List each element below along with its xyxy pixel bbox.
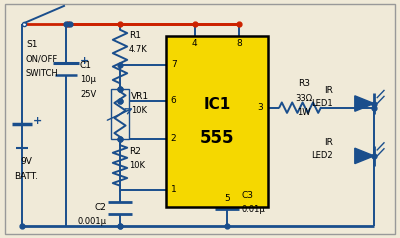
Text: 1W: 1W: [297, 108, 311, 117]
Text: +: +: [33, 116, 42, 126]
Text: 25V: 25V: [80, 89, 96, 99]
Text: 1: 1: [171, 185, 176, 194]
Text: 10K: 10K: [131, 106, 147, 115]
Text: 8: 8: [236, 39, 242, 48]
Text: 33Ω: 33Ω: [296, 94, 312, 103]
Text: 9V: 9V: [20, 157, 32, 166]
Text: 7: 7: [171, 60, 176, 69]
Text: SWITCH: SWITCH: [26, 69, 59, 78]
Text: C2: C2: [94, 203, 106, 212]
Polygon shape: [355, 148, 374, 164]
Text: +: +: [80, 56, 89, 66]
Text: 0.001μ: 0.001μ: [77, 217, 106, 226]
Text: 4: 4: [192, 39, 197, 48]
Polygon shape: [355, 96, 374, 111]
Text: LED1: LED1: [311, 99, 333, 108]
Text: IR: IR: [324, 138, 333, 147]
Text: 0.01μ: 0.01μ: [241, 205, 265, 214]
Text: R2: R2: [129, 147, 141, 156]
Text: 555: 555: [200, 129, 234, 147]
Text: R3: R3: [298, 79, 310, 88]
Text: 10μ: 10μ: [80, 75, 96, 84]
Text: IC1: IC1: [203, 97, 231, 112]
Text: 3: 3: [258, 103, 263, 112]
Text: 2: 2: [171, 134, 176, 143]
Text: IR: IR: [324, 86, 333, 95]
Text: C1: C1: [80, 61, 92, 70]
Text: 5: 5: [224, 194, 230, 203]
Text: 4.7K: 4.7K: [129, 45, 148, 55]
Text: 6: 6: [171, 96, 176, 105]
Text: BATT.: BATT.: [14, 172, 38, 181]
Text: R1: R1: [129, 31, 141, 40]
Text: LED2: LED2: [311, 151, 333, 160]
Text: S1: S1: [26, 40, 38, 50]
Text: ON/OFF: ON/OFF: [26, 55, 58, 64]
Text: VR1: VR1: [131, 92, 149, 101]
Bar: [166, 36, 268, 207]
Bar: [111, 89, 129, 139]
Text: C3: C3: [241, 191, 253, 200]
Text: 10K: 10K: [129, 161, 145, 170]
